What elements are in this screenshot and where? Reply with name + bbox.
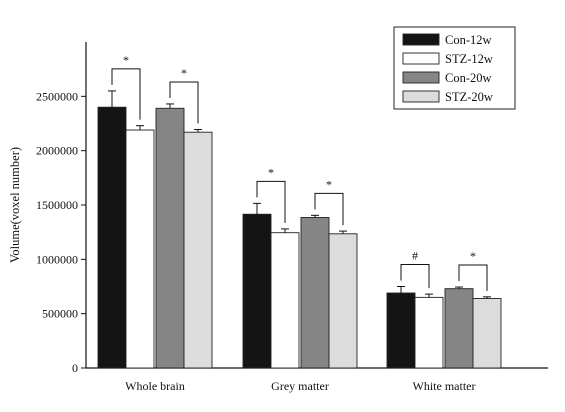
y-tick-label: 2500000 xyxy=(36,89,78,103)
legend-label: STZ-12w xyxy=(445,52,493,66)
y-tick-label: 500000 xyxy=(42,307,78,321)
bar xyxy=(472,298,502,369)
legend-swatch xyxy=(402,71,440,84)
y-tick-label: 1500000 xyxy=(36,198,78,212)
x-category-label: Whole brain xyxy=(125,379,185,393)
legend-swatch xyxy=(402,52,440,65)
y-tick-label: 2000000 xyxy=(36,144,78,158)
significance-label: * xyxy=(181,66,187,80)
significance-bracket xyxy=(111,68,141,120)
significance-label: * xyxy=(470,249,476,263)
bar xyxy=(183,131,213,369)
x-category-label: White matter xyxy=(413,379,476,393)
significance-bracket xyxy=(458,264,488,291)
y-axis-title: Volume(voxel number) xyxy=(8,147,22,263)
significance-label: * xyxy=(326,177,332,191)
bar xyxy=(242,213,272,369)
bar xyxy=(328,233,358,369)
y-tick-label: 0 xyxy=(72,361,78,375)
significance-bracket xyxy=(169,81,199,124)
bar xyxy=(97,106,127,369)
significance-bracket xyxy=(256,180,286,223)
significance-label: # xyxy=(412,249,418,263)
legend-label: STZ-20w xyxy=(445,90,493,104)
legend-swatch xyxy=(402,90,440,103)
bar xyxy=(414,296,444,369)
error-bars xyxy=(108,90,491,299)
bars xyxy=(97,106,502,369)
y-tick-label: 1000000 xyxy=(36,252,78,266)
significance-bracket xyxy=(314,192,344,226)
x-category-labels: Whole brain Grey matter White matter xyxy=(125,379,475,393)
bar xyxy=(270,232,300,369)
legend-label: Con-20w xyxy=(445,71,492,85)
legend: Con-12w STZ-12w Con-20w STZ-20w xyxy=(393,26,516,110)
y-ticks: 0 500000 1000000 1500000 2000000 2500000 xyxy=(36,89,86,375)
bar xyxy=(300,217,330,369)
legend-swatch xyxy=(402,33,440,46)
bar xyxy=(125,129,155,369)
bar xyxy=(386,292,416,369)
legend-label: Con-12w xyxy=(445,33,492,47)
bar xyxy=(444,288,474,369)
significance-bracket xyxy=(400,264,430,289)
x-category-label: Grey matter xyxy=(271,379,329,393)
significance-label: * xyxy=(268,165,274,179)
significance-label: * xyxy=(123,53,129,67)
significance-brackets: * * * * # * xyxy=(111,53,488,291)
bar xyxy=(155,107,185,369)
